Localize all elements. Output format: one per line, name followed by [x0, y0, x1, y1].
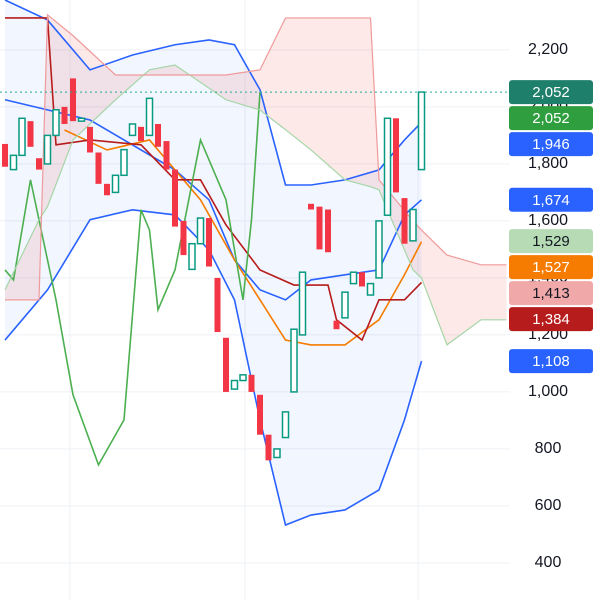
candle-body [290, 328, 298, 393]
price-badge [509, 281, 593, 306]
indicator-line [4, 92, 261, 467]
price-badge-label: 1,674 [532, 192, 570, 209]
candle-body [206, 218, 212, 267]
candle-body [155, 123, 161, 147]
price-badge [509, 132, 593, 157]
y-tick-label: 2,200 [528, 41, 568, 58]
price-badge [509, 187, 593, 212]
y-tick-label: 800 [535, 440, 562, 457]
candle-body [257, 394, 263, 435]
y-tick-label: 1,800 [528, 155, 568, 172]
candle-body [383, 117, 392, 216]
indicator-line [4, 98, 423, 301]
candle-body [417, 91, 426, 171]
candle-body [52, 108, 60, 137]
price-badge [509, 255, 593, 280]
candle-body [393, 118, 399, 193]
candle-body [281, 411, 290, 439]
candle-body [409, 208, 417, 242]
indicator-line [4, 0, 423, 186]
candle-body [239, 374, 247, 382]
candle-body [120, 148, 128, 177]
price-badge [509, 307, 593, 332]
price-badge [509, 106, 593, 131]
candle-body [273, 448, 281, 459]
candle-body [163, 141, 170, 170]
candle-body [359, 272, 365, 287]
candle-body [128, 123, 137, 137]
candle-body [375, 220, 383, 279]
candle-body [70, 78, 76, 122]
candle-body [223, 337, 229, 392]
candle-body [138, 126, 144, 142]
indicator-line [5, 13, 507, 301]
candle-body [298, 271, 307, 336]
candle-body [36, 158, 42, 170]
candle-body [172, 169, 178, 227]
candle-body [111, 174, 120, 194]
candle-body [196, 217, 205, 245]
price-badge-label: 1,384 [532, 311, 570, 328]
candle-body [61, 106, 68, 124]
price-badge [509, 349, 593, 374]
price-badge-label: 2,052 [532, 110, 570, 127]
candle-body [230, 379, 239, 390]
candle-body [180, 220, 187, 256]
y-tick-label: 400 [535, 554, 562, 571]
candle-body [265, 434, 272, 461]
candle-body [214, 277, 221, 333]
candle-body [95, 152, 102, 184]
candle-body [18, 117, 26, 157]
candle-body [43, 134, 52, 165]
candle-body [325, 209, 331, 253]
candle-body [27, 121, 34, 147]
candle-body [401, 198, 408, 244]
price-badge-label: 1,413 [532, 285, 570, 302]
candle-body [2, 143, 8, 167]
indicator-line [5, 17, 423, 342]
candle-body [366, 282, 375, 296]
candle-body [316, 206, 323, 250]
y-tick-label: 600 [535, 497, 562, 514]
price-badge-label: 1,108 [532, 353, 570, 370]
price-badge-label: 1,529 [532, 233, 570, 250]
candle-body [104, 183, 110, 196]
y-tick-label: 2,400 [528, 0, 568, 1]
candle-body [9, 154, 18, 171]
candle-body [77, 117, 86, 122]
candle-body [145, 97, 154, 137]
y-tick-label: 1,600 [528, 212, 568, 229]
price-badge-label: 1,946 [532, 136, 570, 153]
price-badge-label: 2,052 [532, 84, 570, 101]
indicator-line [4, 64, 507, 346]
candle-body [349, 271, 358, 285]
indicator-line [4, 208, 423, 527]
price-badge [509, 229, 593, 254]
indicator-line [64, 129, 423, 346]
price-badge-label: 1,527 [532, 259, 570, 276]
candle-body [248, 374, 255, 392]
candle-body [87, 126, 93, 153]
candle-body [341, 291, 349, 319]
candle-body [188, 242, 196, 271]
y-tick-label: 1,000 [528, 383, 568, 400]
candle-body [333, 320, 340, 330]
price-badge [509, 80, 593, 105]
candle-body [308, 203, 314, 210]
